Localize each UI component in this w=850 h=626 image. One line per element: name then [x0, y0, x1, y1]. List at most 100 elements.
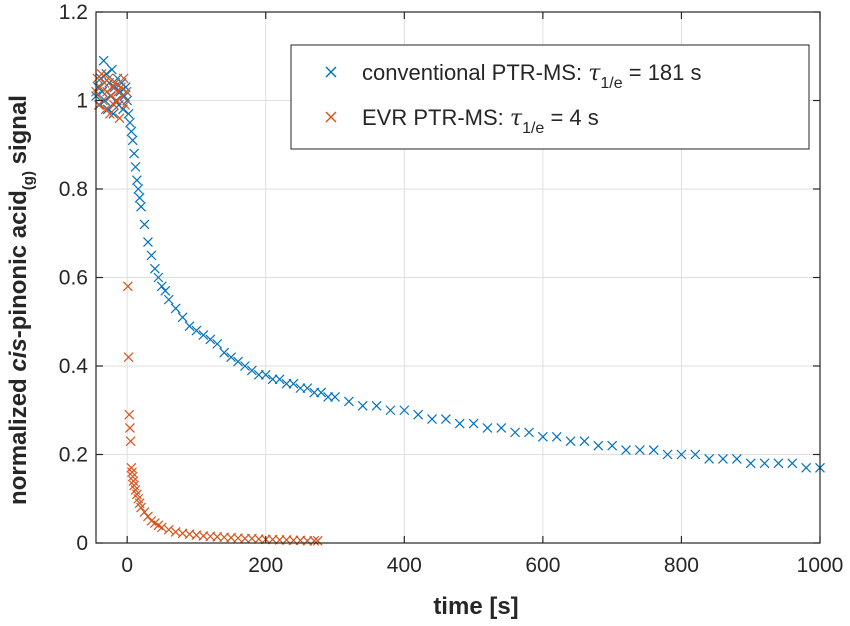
data-point	[312, 535, 323, 546]
data-point	[122, 281, 133, 292]
legend-entry-evr: EVR PTR-MS: τ1/e = 4 s	[362, 105, 599, 137]
data-point	[662, 449, 673, 460]
data-point	[153, 272, 164, 283]
data-point	[468, 418, 479, 429]
data-point	[704, 454, 715, 464]
data-point	[131, 175, 142, 186]
data-point	[110, 77, 121, 88]
data-point	[127, 467, 137, 478]
data-point	[123, 352, 134, 363]
data-point	[260, 369, 271, 380]
series-evr	[91, 69, 323, 546]
data-point	[191, 325, 202, 336]
data-point	[399, 405, 410, 416]
data-point	[745, 458, 756, 469]
data-point	[510, 427, 521, 438]
data-point	[149, 263, 160, 274]
series-layer	[91, 55, 825, 546]
x-tick-label: 200	[248, 554, 283, 577]
data-point	[177, 312, 188, 323]
data-point	[114, 113, 125, 124]
data-point	[621, 445, 631, 455]
data-point	[330, 392, 340, 402]
data-point	[288, 378, 299, 389]
data-point	[108, 108, 119, 119]
data-point	[253, 369, 264, 380]
data-point	[759, 458, 770, 469]
data-point	[302, 535, 313, 546]
data-point	[120, 100, 131, 110]
data-point	[106, 91, 117, 101]
data-point	[427, 414, 437, 425]
data-point	[118, 73, 129, 84]
series-conventional	[91, 55, 825, 473]
data-point	[126, 126, 137, 137]
data-point	[126, 462, 137, 473]
data-point	[551, 431, 562, 442]
y-tick-label: 0	[76, 532, 88, 555]
data-point	[537, 431, 548, 442]
data-point	[143, 237, 153, 248]
data-point	[274, 374, 285, 385]
data-point	[104, 108, 115, 119]
data-point	[226, 352, 237, 363]
y-tick-label: 1.2	[59, 1, 88, 24]
data-point	[240, 361, 250, 371]
data-point	[156, 522, 167, 533]
data-point	[124, 409, 135, 420]
data-point	[316, 387, 327, 398]
data-point	[240, 533, 250, 544]
data-point	[440, 414, 451, 425]
data-point	[156, 281, 167, 292]
data-point	[593, 440, 604, 451]
legend-marker-evr	[325, 111, 337, 123]
data-point	[100, 95, 110, 106]
data-point	[103, 73, 114, 84]
legend-marker-conventional	[325, 66, 337, 78]
y-tick-label: 0.2	[59, 444, 88, 467]
data-point	[309, 535, 320, 546]
data-point	[163, 294, 174, 305]
x-tick-label: 400	[387, 554, 422, 577]
x-tick-label: 1000	[797, 554, 844, 577]
data-point	[120, 82, 131, 93]
data-point	[127, 471, 138, 482]
data-point	[116, 82, 126, 93]
data-point	[413, 409, 424, 420]
x-axis-label: time [s]	[433, 593, 518, 620]
data-point	[302, 383, 313, 394]
data-point	[607, 440, 618, 451]
x-tick-label: 600	[525, 554, 560, 577]
data-point	[121, 86, 132, 97]
data-point	[496, 423, 507, 433]
data-point	[787, 458, 798, 469]
data-point	[482, 423, 493, 433]
data-point	[648, 445, 659, 455]
axis-ticks: 0 200 400 600 800 1000 0 0.2 0.4 0.6 0.8 1 1.2	[59, 1, 844, 577]
legend-box	[290, 44, 810, 150]
data-point	[690, 449, 701, 460]
data-point	[139, 507, 150, 517]
data-point	[123, 108, 134, 119]
data-point	[634, 445, 645, 455]
data-point	[524, 427, 534, 438]
data-point	[95, 73, 106, 84]
data-point	[212, 338, 223, 349]
data-point	[136, 502, 146, 513]
data-point	[731, 454, 742, 464]
data-point	[109, 100, 119, 110]
x-tick-label: 0	[121, 554, 133, 577]
data-point	[343, 396, 354, 407]
data-point	[267, 374, 278, 385]
data-point	[323, 392, 334, 402]
data-point	[96, 69, 107, 79]
data-point	[565, 436, 576, 447]
data-point	[219, 347, 230, 358]
data-point	[146, 250, 157, 261]
data-point	[111, 95, 122, 106]
x-tick-label: 800	[664, 554, 699, 577]
data-point	[170, 303, 181, 314]
data-point	[676, 449, 687, 460]
data-point	[184, 321, 195, 332]
